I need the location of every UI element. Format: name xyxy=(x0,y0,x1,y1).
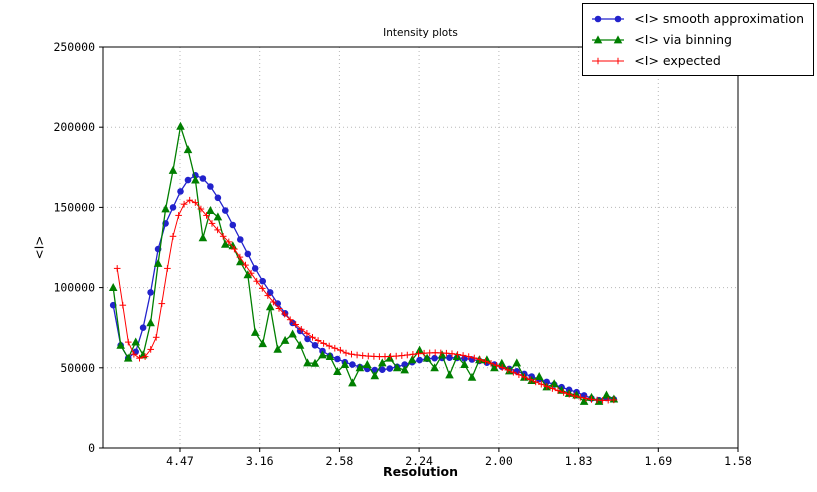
legend-entry-label: <I> expected xyxy=(634,53,721,68)
y-axis-label: <I> xyxy=(32,235,47,260)
y-tick-label: 200000 xyxy=(53,120,95,134)
chart-title: Intensity plots xyxy=(383,27,458,39)
legend-entry-label: <I> via binning xyxy=(634,32,732,47)
axis-tick-marks xyxy=(99,46,739,452)
legend-entry-0: <I> smooth approximation xyxy=(590,9,804,28)
x-tick-label: 4.47 xyxy=(166,454,194,468)
x-axis-label: Resolution xyxy=(382,464,459,479)
y-tick-label: 100000 xyxy=(53,281,95,295)
legend: <I> smooth approximation <I> via binning <… xyxy=(582,3,814,76)
y-tick-label: 0 xyxy=(88,441,95,455)
series-2 xyxy=(113,196,618,404)
plus-marker-icon xyxy=(592,57,625,64)
y-tick-label: 250000 xyxy=(53,40,95,54)
x-tick-label: 2.58 xyxy=(326,454,354,468)
triangle-marker-icon xyxy=(592,34,625,43)
x-tick-label: 1.83 xyxy=(565,454,593,468)
x-tick-label: 1.58 xyxy=(724,454,752,468)
axis-tick-labels: 4.47 3.16 2.58 2.24 2.00 1.83 1.69 1.58 0 50000 10… xyxy=(53,40,751,468)
grid-lines xyxy=(103,46,739,449)
y-tick-label: 150000 xyxy=(53,200,95,214)
series-1 xyxy=(108,121,619,405)
y-tick-label: 50000 xyxy=(60,361,95,375)
axes-frame xyxy=(102,46,739,449)
x-tick-label: 2.24 xyxy=(405,454,433,468)
circle-marker-icon xyxy=(592,15,625,22)
legend-entry-2: <I> expected xyxy=(590,51,804,70)
legend-entry-label: <I> smooth approximation xyxy=(634,11,804,26)
x-tick-label: 2.00 xyxy=(485,454,513,468)
x-tick-label: 3.16 xyxy=(246,454,274,468)
legend-entry-1: <I> via binning xyxy=(590,30,804,49)
x-tick-label: 1.69 xyxy=(644,454,672,468)
